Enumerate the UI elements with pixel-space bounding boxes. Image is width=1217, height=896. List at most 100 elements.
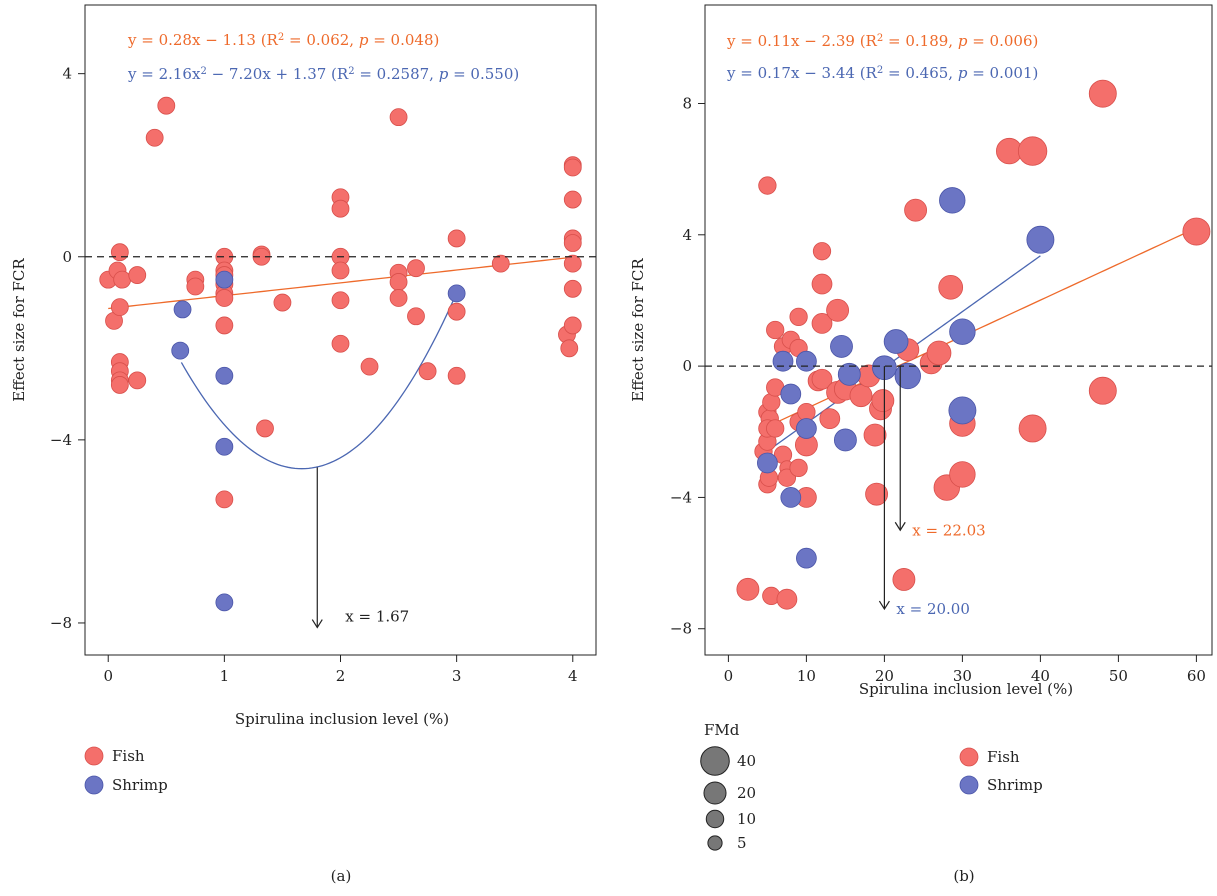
fit-lines-a xyxy=(108,256,573,470)
point-shrimp xyxy=(1026,225,1055,254)
size-legend-label: 5 xyxy=(737,834,747,852)
point-shrimp xyxy=(447,284,466,303)
legend-b: Fish Shrimp xyxy=(959,747,1043,795)
point-fish xyxy=(892,568,916,591)
point-fish xyxy=(110,243,129,262)
point-fish xyxy=(789,307,808,326)
point-fish xyxy=(926,340,952,366)
point-shrimp xyxy=(757,452,778,474)
y-tick-label: 4 xyxy=(62,65,72,83)
size-legend-b: FMd 40 20 10 5 xyxy=(700,721,756,852)
y-axis-label-a: Effect size for FCR xyxy=(10,258,28,402)
point-fish xyxy=(563,190,582,209)
x-tick-label: 0 xyxy=(103,667,113,685)
point-fish xyxy=(110,376,129,394)
point-fish xyxy=(128,371,147,390)
legend-fish-marker-b xyxy=(959,747,979,767)
point-fish xyxy=(407,259,425,278)
point-fish xyxy=(776,588,798,610)
point-fish xyxy=(863,423,887,447)
size-legend-label: 40 xyxy=(737,752,756,770)
annotation-arrowhead xyxy=(311,619,323,629)
equation-text: y = 0.28x − 1.13 (R xyxy=(127,31,279,49)
point-fish xyxy=(758,176,777,195)
point-fish xyxy=(871,389,895,413)
legend-fish-label-b: Fish xyxy=(987,748,1020,766)
annotation-b: x = 22.03 x = 20.00 xyxy=(878,366,986,618)
point-fish xyxy=(865,482,889,506)
point-fish xyxy=(447,302,466,321)
equation-p-symbol: p xyxy=(958,32,968,50)
axes-a: 0 1 2 3 4 −8 −4 0 4 xyxy=(50,65,596,685)
annotation-label: x = 1.67 xyxy=(345,608,409,626)
legend-fish-label-a: Fish xyxy=(112,747,145,765)
point-fish xyxy=(938,274,964,300)
point-shrimp xyxy=(949,318,976,345)
point-fish xyxy=(331,334,350,353)
point-fish xyxy=(560,339,579,358)
plot-frame-b xyxy=(704,4,1213,656)
equation-p-symbol: p xyxy=(958,64,968,82)
point-fish xyxy=(777,468,797,487)
point-fish xyxy=(812,242,832,261)
size-legend-marker xyxy=(707,835,723,851)
point-shrimp xyxy=(171,341,190,360)
point-fish xyxy=(128,266,147,284)
point-fish xyxy=(273,293,292,312)
point-shrimp xyxy=(215,593,234,612)
point-fish xyxy=(563,316,582,335)
y-tick-label: −4 xyxy=(50,431,72,449)
equation-superscript: 2 xyxy=(877,65,883,76)
point-shrimp xyxy=(948,396,977,425)
point-shrimp xyxy=(837,362,861,386)
point-fish xyxy=(766,419,785,438)
x-tick-label: 2 xyxy=(336,667,346,685)
point-fish xyxy=(563,234,582,252)
equation-superscript: 2 xyxy=(877,33,883,44)
panel-a: 0 1 2 3 4−8−404 y = 0.28x − 1.13 (R2 = 0.062… xyxy=(10,4,597,885)
point-shrimp xyxy=(796,547,817,569)
point-fish xyxy=(811,313,833,334)
size-legend-label: 10 xyxy=(737,810,756,828)
x-tick-label: 50 xyxy=(1109,667,1128,685)
legend-shrimp-marker-a xyxy=(84,775,104,795)
x-tick-label: 3 xyxy=(452,667,462,685)
panel-b: 0 10 20 30 40 50 60 −8 −4 0 4 8 y = 0.11x − 2.39 (R… xyxy=(629,4,1213,885)
x-tick-label: 60 xyxy=(1187,667,1206,685)
point-shrimp xyxy=(894,362,921,390)
point-fish xyxy=(331,291,350,310)
y-tick-label: 0 xyxy=(62,248,72,266)
y-tick-label: 8 xyxy=(682,94,692,112)
equation-text: = 0.006) xyxy=(967,32,1038,50)
point-shrimp xyxy=(939,187,966,214)
point-fish xyxy=(389,273,408,291)
size-legend-marker xyxy=(700,746,730,776)
point-fish xyxy=(1088,79,1117,108)
size-legend-marker xyxy=(703,781,727,805)
legend-shrimp-marker-b xyxy=(959,775,979,795)
point-fish xyxy=(389,289,408,307)
point-shrimp xyxy=(772,350,794,372)
point-fish xyxy=(789,458,808,478)
equation-text: = 0.2587, xyxy=(355,65,439,83)
point-fish xyxy=(563,254,582,273)
annotation-label: x = 20.00 xyxy=(896,600,970,618)
size-legend-marker xyxy=(705,809,725,829)
point-fish xyxy=(447,366,466,385)
point-fish xyxy=(113,270,132,289)
point-fish xyxy=(1182,217,1211,246)
point-fish xyxy=(826,298,850,322)
point-fish xyxy=(563,279,582,298)
x-tick-label: 10 xyxy=(797,667,816,685)
y-tick-label: 0 xyxy=(682,357,692,375)
point-shrimp xyxy=(796,350,817,372)
point-shrimp xyxy=(796,418,817,439)
point-fish xyxy=(215,289,234,307)
y-tick-label: −8 xyxy=(670,620,692,638)
caption-a: (a) xyxy=(331,867,352,885)
x-tick-label: 30 xyxy=(953,667,972,685)
x-tick-label: 40 xyxy=(1031,667,1050,685)
point-fish xyxy=(418,362,437,381)
y-tick-label: −8 xyxy=(50,614,72,632)
point-fish xyxy=(389,108,408,127)
